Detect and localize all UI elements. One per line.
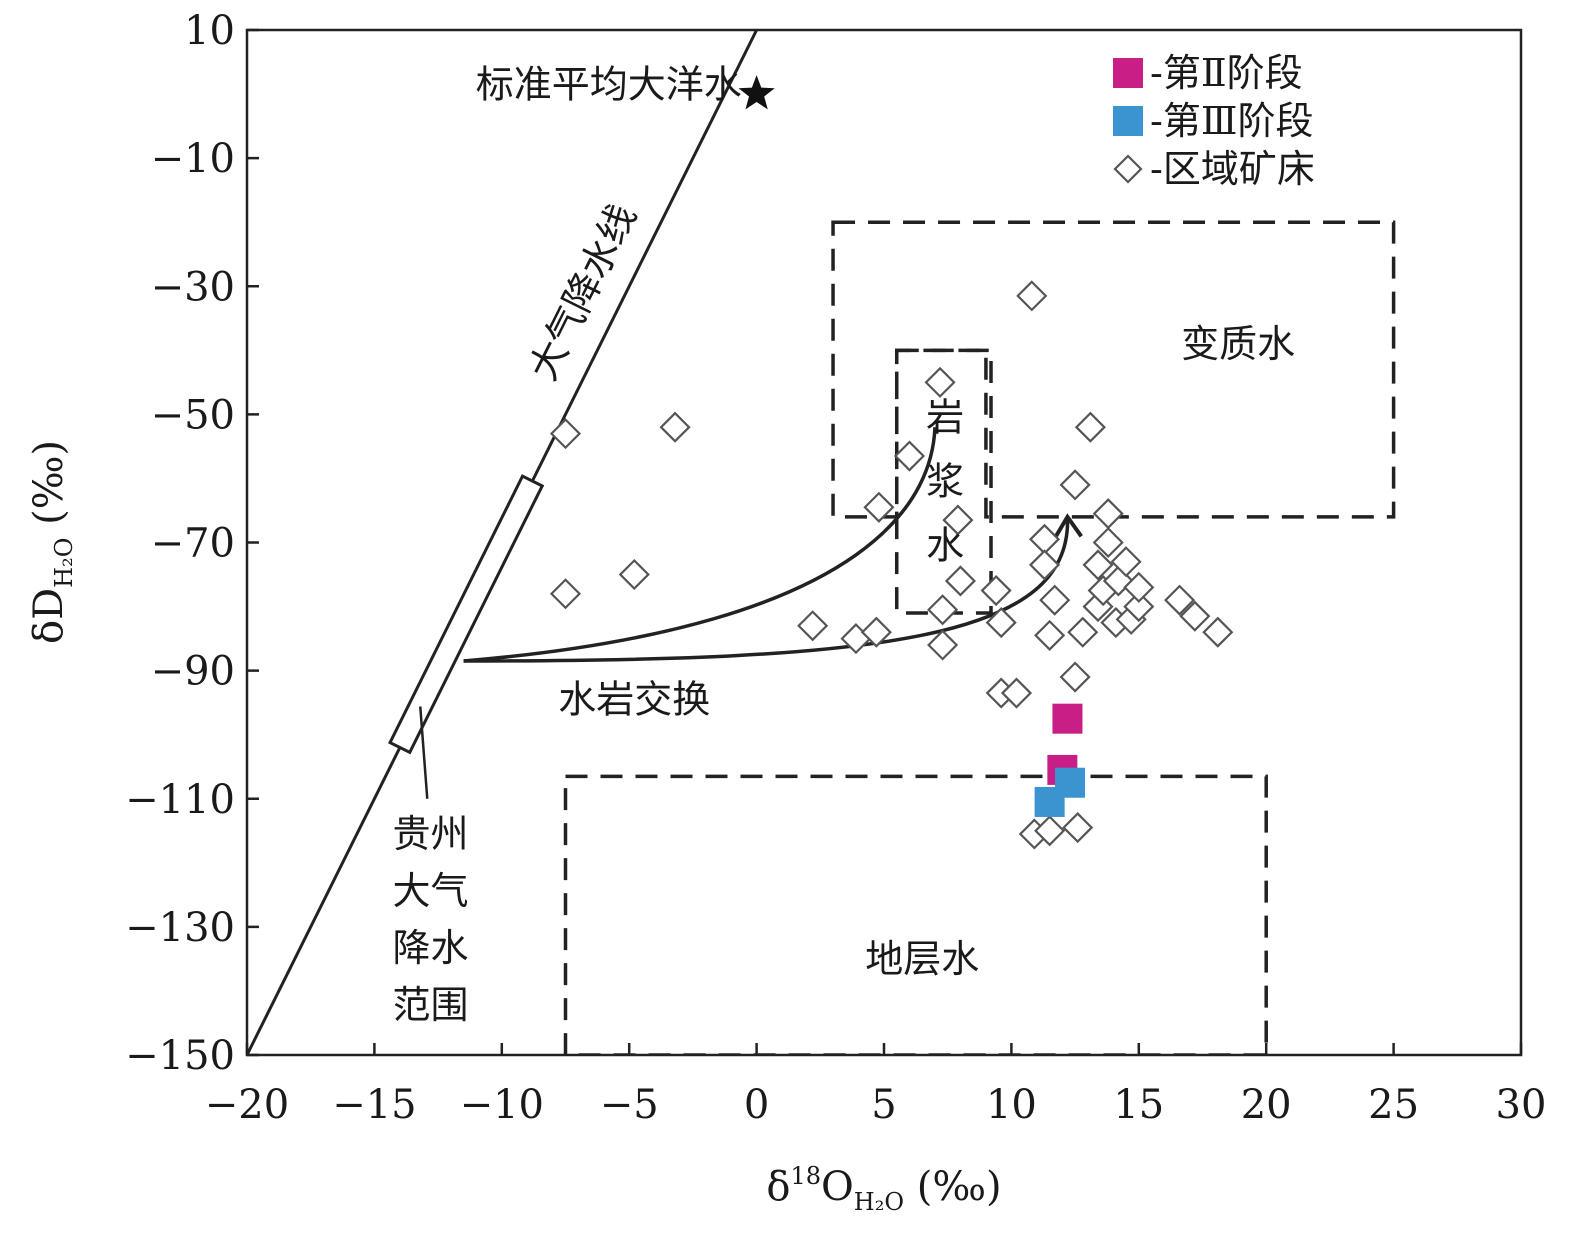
guizhou-range-label: 降水 xyxy=(392,926,468,970)
water-rock-exchange-curve xyxy=(463,516,1070,663)
data-point-regional-deposit xyxy=(797,610,829,642)
data-point-regional-deposit xyxy=(1062,812,1094,844)
smow-star-marker xyxy=(738,75,775,110)
guizhou-meteoric-range-band xyxy=(388,474,545,755)
legend-marker-stage-2 xyxy=(1113,58,1143,88)
data-point-regional-deposit xyxy=(863,491,895,523)
water-rock-exchange-curve xyxy=(463,427,937,663)
guizhou-range-leader-line xyxy=(419,706,429,799)
data-point-regional-deposit xyxy=(1179,600,1211,632)
y-tick-label: −10 xyxy=(151,136,235,182)
exchange-arrowhead xyxy=(1053,513,1083,539)
data-point-regional-deposit xyxy=(1059,661,1091,693)
data-point-regional-deposit xyxy=(944,565,976,597)
data-point-regional-deposit xyxy=(927,594,959,626)
y-tick-label: −130 xyxy=(125,905,235,951)
data-point-regional-deposit xyxy=(1092,498,1124,530)
data-point-regional-deposit xyxy=(1059,469,1091,501)
legend-marker-stage-3 xyxy=(1113,106,1143,136)
data-point-regional-deposit xyxy=(659,411,691,443)
data-point-regional-deposit xyxy=(1034,815,1066,847)
data-point-regional-deposit xyxy=(942,504,974,536)
legend-marker-regional-deposit xyxy=(1113,154,1143,184)
data-point-regional-deposit xyxy=(1164,584,1196,616)
data-point-regional-deposit xyxy=(1028,549,1061,581)
region-label-metamorphic-water: 变质水 xyxy=(1181,322,1295,366)
data-point-regional-deposit xyxy=(618,558,650,591)
guizhou-range-label: 范围 xyxy=(392,983,468,1027)
y-tick-label: −110 xyxy=(125,777,235,823)
annotation-water-rock-exchange: 水岩交换 xyxy=(558,677,710,721)
region-label-magmatic-water: 岩 xyxy=(926,396,964,440)
annotation-smow-label: 标准平均大洋水 xyxy=(476,62,742,106)
y-axis: 10 −10 −30 −50 −70 −90 −110 −130 −150 xyxy=(125,8,259,1079)
x-tick-label: 10 xyxy=(986,1082,1037,1128)
data-point-regional-deposit xyxy=(1123,571,1155,603)
x-axis: −20 −15 −10 −5 0 5 10 15 20 25 30 xyxy=(205,1043,1547,1128)
y-axis-title: δDH₂O (‰) xyxy=(26,440,78,644)
legend-label: -第Ⅲ阶段 xyxy=(1150,99,1314,143)
region-label-magmatic-water: 水 xyxy=(926,524,964,568)
data-point-regional-deposit xyxy=(549,418,582,450)
legend: -第Ⅱ阶段-第Ⅲ阶段-区域矿床 xyxy=(1113,51,1315,191)
x-tick-label: −5 xyxy=(600,1082,659,1128)
x-tick-label: −15 xyxy=(332,1082,416,1128)
x-tick-label: 20 xyxy=(1241,1082,1292,1128)
data-point-regional-deposit xyxy=(1110,546,1142,578)
data-point-regional-deposit xyxy=(1092,526,1124,559)
data-point-regional-deposit xyxy=(980,574,1012,607)
legend-label: -区域矿床 xyxy=(1150,147,1315,191)
data-point-regional-deposit xyxy=(893,440,926,472)
data-point-regional-deposit xyxy=(860,616,892,648)
data-point-regional-deposit xyxy=(927,629,959,661)
y-tick-label: −150 xyxy=(125,1033,235,1079)
y-tick-label: −30 xyxy=(151,264,235,310)
data-point-regional-deposit xyxy=(1016,280,1048,312)
region-label-formation-water: 地层水 xyxy=(865,937,979,981)
guizhou-range-label: 贵州 xyxy=(392,812,468,856)
data-point-regional-deposit xyxy=(1000,677,1033,709)
y-tick-label: −70 xyxy=(151,521,235,567)
data-point-regional-deposit xyxy=(1067,616,1099,648)
x-tick-label: −10 xyxy=(460,1082,544,1128)
region-label-magmatic-water: 浆 xyxy=(926,460,964,504)
data-point-regional-deposit xyxy=(1034,619,1066,651)
region-metamorphic-water xyxy=(831,220,1396,519)
x-tick-label: 0 xyxy=(744,1082,769,1128)
data-point-regional-deposit xyxy=(1028,523,1061,555)
x-tick-label: 30 xyxy=(1496,1082,1547,1128)
data-point-stage-3 xyxy=(1055,767,1086,798)
data-points xyxy=(549,280,1234,850)
x-tick-label: −20 xyxy=(205,1082,289,1128)
data-point-regional-deposit xyxy=(1202,616,1234,648)
region-formation-water xyxy=(563,774,1268,1055)
y-tick-label: −50 xyxy=(151,392,235,438)
x-tick-label: 5 xyxy=(871,1082,896,1128)
data-point-regional-deposit xyxy=(985,607,1017,639)
x-tick-label: 15 xyxy=(1113,1082,1164,1128)
y-tick-label: −90 xyxy=(151,649,235,695)
data-point-regional-deposit xyxy=(1082,549,1114,581)
guizhou-range-label: 大气 xyxy=(392,869,468,913)
x-tick-label: 25 xyxy=(1368,1082,1419,1128)
data-point-regional-deposit xyxy=(1039,584,1071,616)
data-point-regional-deposit xyxy=(549,578,582,610)
data-point-regional-deposit xyxy=(924,366,956,398)
legend-label: -第Ⅱ阶段 xyxy=(1150,51,1303,95)
reference-lines xyxy=(247,30,1083,1055)
data-point-stage-2 xyxy=(1052,703,1083,734)
x-axis-title: δ18OH₂O (‰) xyxy=(766,1162,1001,1216)
y-tick-label: 10 xyxy=(184,8,235,54)
data-point-regional-deposit xyxy=(1074,411,1106,443)
data-point-regional-deposit xyxy=(1123,591,1155,623)
